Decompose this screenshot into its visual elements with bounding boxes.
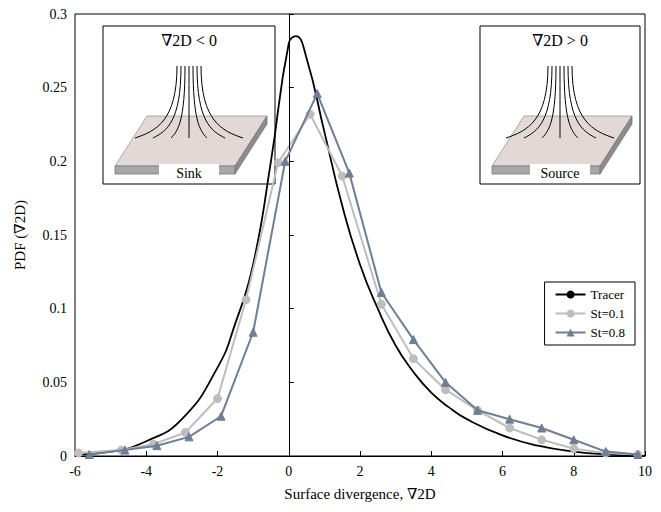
svg-text:St=0.8: St=0.8 — [591, 325, 625, 340]
svg-text:0.3: 0.3 — [50, 7, 68, 22]
svg-text:Source: Source — [541, 166, 580, 181]
svg-text:0.25: 0.25 — [43, 80, 68, 95]
svg-text:Sink: Sink — [176, 166, 202, 181]
svg-text:-2: -2 — [212, 464, 224, 479]
svg-text:0.05: 0.05 — [43, 375, 68, 390]
svg-text:10: 10 — [638, 464, 652, 479]
svg-text:St=0.1: St=0.1 — [591, 306, 625, 321]
svg-text:∇2D < 0: ∇2D < 0 — [161, 32, 217, 49]
svg-text:0.1: 0.1 — [50, 301, 68, 316]
svg-text:∇2D > 0: ∇2D > 0 — [532, 32, 588, 49]
svg-text:Tracer: Tracer — [591, 287, 625, 302]
svg-text:PDF (∇2D): PDF (∇2D) — [12, 200, 29, 270]
svg-text:2: 2 — [357, 464, 364, 479]
svg-text:0.15: 0.15 — [43, 228, 68, 243]
svg-text:-4: -4 — [140, 464, 152, 479]
svg-text:8: 8 — [570, 464, 577, 479]
svg-text:-6: -6 — [69, 464, 81, 479]
svg-text:6: 6 — [499, 464, 506, 479]
svg-text:0: 0 — [60, 449, 67, 464]
svg-text:4: 4 — [428, 464, 435, 479]
svg-text:Surface divergence, ∇2D: Surface divergence, ∇2D — [284, 486, 436, 502]
svg-text:0: 0 — [285, 464, 292, 479]
svg-text:0.2: 0.2 — [50, 154, 68, 169]
